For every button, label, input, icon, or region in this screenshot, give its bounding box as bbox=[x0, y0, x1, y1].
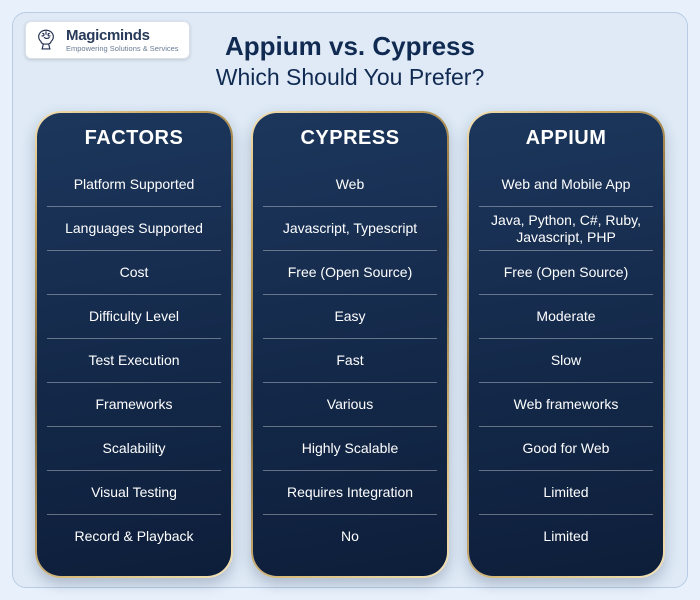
table-row: Visual Testing bbox=[47, 470, 221, 514]
table-row: Fast bbox=[263, 338, 437, 382]
table-row: Easy bbox=[263, 294, 437, 338]
column-heading: APPIUM bbox=[479, 127, 653, 150]
brand-badge: Magicminds Empowering Solutions & Servic… bbox=[25, 21, 190, 59]
table-row: Slow bbox=[479, 338, 653, 382]
table-row: Various bbox=[263, 382, 437, 426]
table-row: No bbox=[263, 514, 437, 558]
table-row: Frameworks bbox=[47, 382, 221, 426]
column-appium: APPIUM Web and Mobile App Java, Python, … bbox=[467, 111, 665, 578]
title-sub: Which Should You Prefer? bbox=[29, 64, 671, 91]
brand-word: Magicminds bbox=[66, 28, 179, 43]
column-cypress: CYPRESS Web Javascript, Typescript Free … bbox=[251, 111, 449, 578]
table-row: Platform Supported bbox=[47, 162, 221, 206]
table-row: Languages Supported bbox=[47, 206, 221, 250]
brand-tagline: Empowering Solutions & Services bbox=[66, 45, 179, 53]
table-row: Highly Scalable bbox=[263, 426, 437, 470]
table-row: Moderate bbox=[479, 294, 653, 338]
table-row: Record & Playback bbox=[47, 514, 221, 558]
table-row: Web bbox=[263, 162, 437, 206]
infographic-canvas: Magicminds Empowering Solutions & Servic… bbox=[0, 0, 700, 600]
table-row: Web frameworks bbox=[479, 382, 653, 426]
inner-frame: Magicminds Empowering Solutions & Servic… bbox=[12, 12, 688, 588]
table-row: Free (Open Source) bbox=[263, 250, 437, 294]
table-row: Good for Web bbox=[479, 426, 653, 470]
table-row: Limited bbox=[479, 514, 653, 558]
table-row: Test Execution bbox=[47, 338, 221, 382]
table-row: Javascript, Typescript bbox=[263, 206, 437, 250]
brain-icon bbox=[32, 26, 60, 54]
column-heading: CYPRESS bbox=[263, 127, 437, 150]
column-heading: FACTORS bbox=[47, 127, 221, 150]
table-row: Scalability bbox=[47, 426, 221, 470]
column-factors: FACTORS Platform Supported Languages Sup… bbox=[35, 111, 233, 578]
table-row: Cost bbox=[47, 250, 221, 294]
table-row: Java, Python, C#, Ruby, Javascript, PHP bbox=[479, 206, 653, 250]
table-row: Limited bbox=[479, 470, 653, 514]
comparison-columns: FACTORS Platform Supported Languages Sup… bbox=[29, 111, 671, 578]
table-row: Free (Open Source) bbox=[479, 250, 653, 294]
table-row: Web and Mobile App bbox=[479, 162, 653, 206]
table-row: Requires Integration bbox=[263, 470, 437, 514]
brand-text: Magicminds Empowering Solutions & Servic… bbox=[66, 28, 179, 53]
table-row: Difficulty Level bbox=[47, 294, 221, 338]
